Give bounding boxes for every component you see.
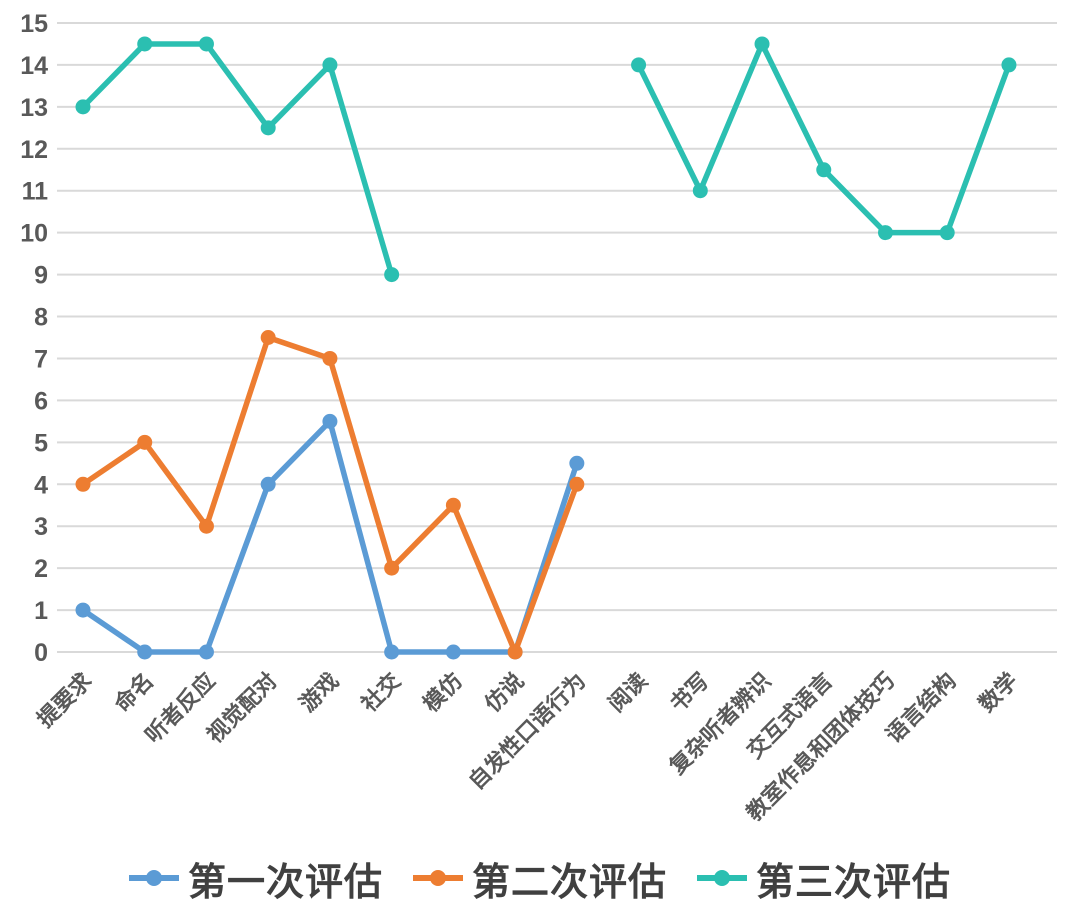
x-axis-category-label: 游戏 [295, 668, 344, 717]
y-axis-tick-label: 0 [34, 639, 48, 667]
y-axis-tick-label: 2 [34, 555, 48, 583]
series-marker-1 [569, 476, 585, 492]
legend-label: 第一次评估 [187, 861, 383, 904]
series-line-2 [80, 41, 395, 278]
series-marker-0 [445, 644, 461, 660]
series-marker-0 [569, 455, 585, 471]
series-marker-0 [137, 644, 153, 660]
legend-marker-icon [697, 870, 747, 886]
series-marker-1 [198, 518, 214, 534]
series-marker-0 [384, 644, 400, 660]
series-marker-1 [260, 330, 276, 345]
y-axis-tick-label: 7 [34, 345, 48, 373]
legend-item-2[interactable]: 第三次评估 [697, 851, 951, 906]
legend-item-1[interactable]: 第二次评估 [412, 851, 667, 906]
legend-marker-icon [128, 870, 179, 886]
series-marker-2 [692, 183, 708, 199]
series-marker-2 [198, 36, 214, 52]
y-axis-tick-label: 1 [34, 597, 48, 625]
x-axis-category-label: 书写 [665, 668, 714, 717]
series-marker-2 [384, 267, 400, 283]
x-axis-category-label: 仿说 [480, 668, 529, 717]
y-axis-tick-label: 15 [20, 10, 48, 38]
chart-legend: 第一次评估 第二次评估 第三次评估 [0, 846, 1080, 910]
series-marker-0 [260, 476, 276, 492]
legend-marker-icon [412, 870, 463, 886]
series-marker-2 [754, 36, 770, 52]
y-axis-tick-label: 11 [22, 178, 49, 206]
chart-plot-area: 0123456789101112131415提要求 命名听者反应视觉配对 游戏 社交模… [20, 10, 1057, 826]
y-axis-tick-label: 8 [34, 304, 48, 332]
x-axis-category-label: 提要求 [32, 668, 96, 732]
y-axis-tick-label: 4 [34, 471, 48, 499]
series-marker-2 [816, 162, 832, 178]
legend-marker-dot [429, 870, 446, 886]
x-axis-category-label: 数学 [974, 668, 1023, 717]
series-marker-1 [445, 497, 461, 513]
series-marker-2 [260, 120, 276, 136]
series-marker-0 [322, 413, 338, 429]
y-axis-tick-label: 12 [20, 136, 48, 164]
y-axis-tick-label: 6 [34, 387, 48, 415]
y-axis-tick-label: 5 [34, 429, 48, 457]
series-marker-2 [137, 36, 153, 52]
y-axis-tick-label: 10 [20, 220, 48, 248]
legend-marker-dot [145, 870, 162, 886]
series-marker-1 [384, 560, 400, 576]
x-axis-category-label: 命名 [109, 668, 158, 717]
legend-item-0[interactable]: 第一次评估 [128, 851, 383, 906]
series-marker-2 [877, 225, 893, 241]
series-marker-2 [322, 57, 338, 73]
series-marker-1 [75, 476, 91, 492]
series-marker-2 [631, 57, 647, 73]
x-axis-category-label: 阅读 [603, 668, 652, 717]
series-marker-0 [198, 644, 214, 660]
y-axis-tick-label: 3 [34, 513, 48, 541]
legend-label: 第二次评估 [471, 861, 667, 904]
series-line-1 [80, 334, 580, 655]
y-axis-tick-label: 14 [20, 52, 48, 80]
x-axis-category-label: 社交 [356, 668, 405, 717]
series-line-2 [635, 41, 1012, 236]
y-axis-tick-label: 13 [20, 94, 48, 122]
y-axis-tick-label: 9 [34, 262, 48, 290]
x-axis-category-label: 模仿 [418, 668, 467, 717]
series-marker-1 [137, 434, 153, 450]
series-marker-1 [322, 350, 338, 366]
series-marker-2 [1001, 57, 1017, 73]
series-marker-0 [75, 602, 91, 618]
series-marker-2 [939, 225, 955, 241]
legend-marker-dot [714, 870, 730, 886]
series-marker-1 [507, 644, 523, 660]
legend-label: 第三次评估 [756, 861, 952, 904]
series-marker-2 [75, 99, 91, 115]
